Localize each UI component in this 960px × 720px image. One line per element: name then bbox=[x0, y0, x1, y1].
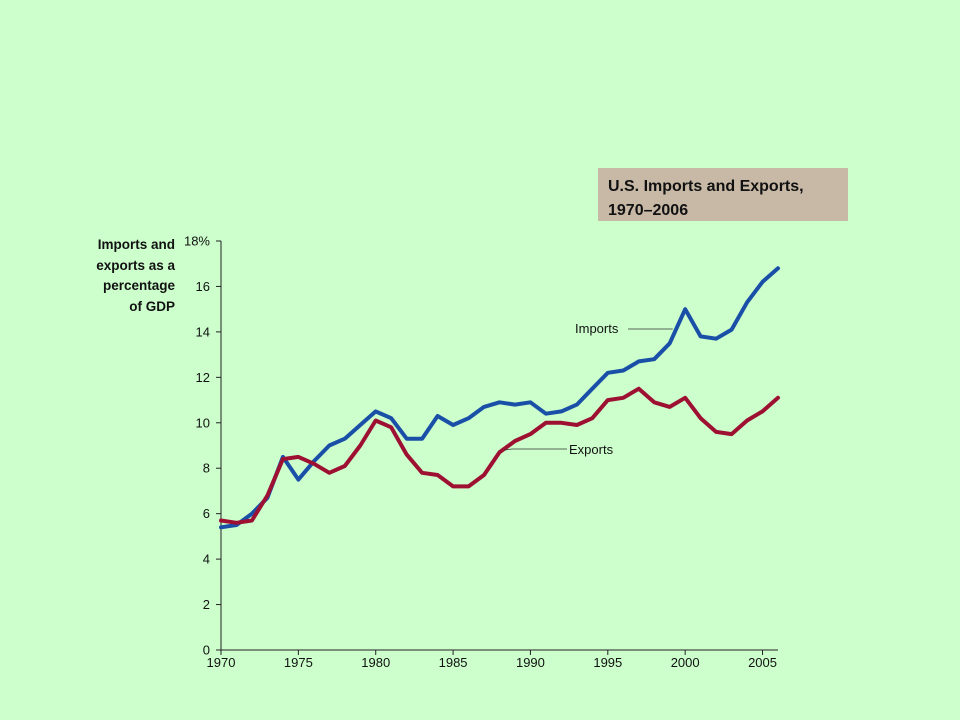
y-tick-label: 4 bbox=[203, 552, 210, 567]
series-line-imports bbox=[219, 266, 780, 530]
x-tick-label: 1980 bbox=[361, 655, 390, 670]
x-tick-label: 1970 bbox=[207, 655, 236, 670]
y-axis-label-line-4: of GDP bbox=[129, 298, 175, 314]
imports-annotation: Imports bbox=[575, 321, 619, 336]
y-tick-label: 6 bbox=[203, 506, 210, 521]
x-tick-label: 2000 bbox=[671, 655, 700, 670]
y-tick-label: 0 bbox=[203, 643, 210, 658]
y-tick-label: 16 bbox=[196, 279, 210, 294]
y-axis-label: Imports and exports as a percentage of G… bbox=[50, 235, 175, 317]
y-tick-label: 14 bbox=[196, 324, 210, 339]
x-tick-label: 1985 bbox=[439, 655, 468, 670]
y-axis-label-line-2: exports as a bbox=[96, 257, 175, 273]
exports-annotation: Exports bbox=[569, 442, 614, 457]
x-tick-label: 2005 bbox=[748, 655, 777, 670]
series-line-exports bbox=[219, 386, 780, 525]
y-tick-label: 12 bbox=[196, 370, 210, 385]
y-tick-label: 8 bbox=[203, 461, 210, 476]
chart-title-line-1: U.S. Imports and Exports, bbox=[608, 178, 804, 195]
exports-leader-line-2 bbox=[504, 448, 513, 451]
y-axis-label-line-3: percentage bbox=[102, 278, 175, 293]
y-tick-label: 2 bbox=[203, 597, 210, 612]
x-tick-label: 1990 bbox=[516, 655, 545, 670]
y-tick-label: 18% bbox=[184, 234, 210, 249]
y-axis-label-line-1: Imports and bbox=[97, 237, 175, 252]
chart-title-line-2: 1970–2006 bbox=[608, 202, 689, 219]
y-tick-label: 10 bbox=[196, 415, 210, 430]
x-tick-label: 1995 bbox=[593, 655, 622, 670]
chart-title-box: U.S. Imports and Exports, 1970–2006 bbox=[598, 168, 848, 221]
x-tick-label: 1975 bbox=[284, 655, 313, 670]
